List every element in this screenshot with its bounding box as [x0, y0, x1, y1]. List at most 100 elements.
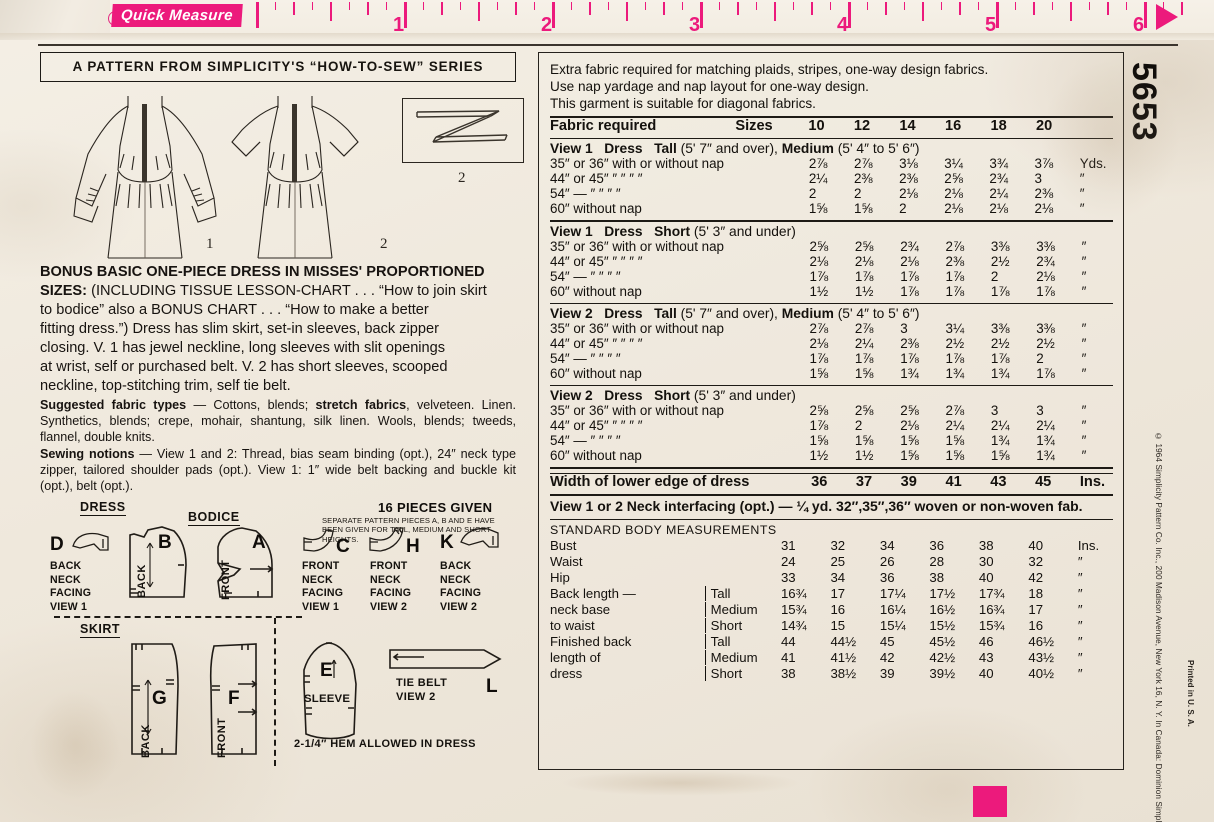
yardage-value: 2: [853, 186, 862, 202]
ruler-tick: [1070, 2, 1072, 21]
body-measurement-value: 17: [1028, 601, 1044, 617]
body-measurement-unit: Ins.: [1077, 537, 1100, 553]
yardage-value: 2¼: [854, 335, 874, 351]
ruler-tick: [589, 2, 591, 15]
yardage-value: 1⅞: [854, 350, 874, 366]
body-measurement-height: [705, 554, 781, 570]
body-measurement-value: 16: [1028, 617, 1044, 633]
body-measurement-value: 15: [830, 617, 846, 633]
yardage-value: 1⅞: [809, 418, 829, 434]
body-measurement-label: Bust: [550, 537, 577, 553]
piece-shape-l: [389, 649, 502, 669]
yardage-value: 2½: [990, 335, 1010, 351]
yardage-value: 1¾: [1036, 448, 1055, 464]
size-col-2: 14: [899, 117, 916, 134]
yardage-group-divider: [550, 302, 1113, 304]
piece-shape-h: [369, 527, 404, 552]
body-measurement-value: 32: [1028, 553, 1044, 569]
description-line-1: BONUS BASIC ONE-PIECE DRESS IN MISSES' P…: [40, 264, 485, 280]
yardage-value: 2⅛: [944, 186, 963, 202]
body-measurement-height: [705, 538, 781, 554]
yardage-group-divider: [550, 467, 1113, 469]
body-measurement-value: 17½: [929, 585, 956, 601]
standard-body-measurements-table: Bust 31 32 34 36 38 40 Ins. Waist 24 25 26 28 30 32 ″ Hi…: [550, 538, 1113, 682]
yardage-row: 60″ without nap 1⅝ 1⅝ 1¾ 1¾ 1¾ 1⅞ ″: [550, 366, 1113, 381]
ruler-tick: [274, 2, 277, 10]
body-measurement-value: 38: [929, 569, 945, 585]
ruler-tick: [626, 2, 628, 21]
fabric-required-label: Fabric required: [550, 117, 657, 134]
yardage-value: 2¼: [945, 418, 965, 434]
body-measurement-value: 41: [780, 649, 796, 665]
yardage-value: 2¼: [989, 186, 1009, 202]
yardage-value: 1⅝: [945, 448, 965, 464]
body-measurement-label: neck base: [550, 601, 611, 617]
body-measurement-value: 15½: [929, 617, 956, 633]
neck-interfacing-row: View 1 or 2 Neck interfacing (opt.) — ¼ …: [550, 497, 1083, 514]
yardage-value: 1½: [809, 448, 829, 464]
ruler-number: 2: [541, 14, 553, 36]
yardage-row-label: 60″ without nap: [550, 365, 642, 381]
ruler-tick: [441, 2, 443, 15]
ruler-tick: [404, 2, 407, 28]
yardage-value: 1½: [854, 448, 874, 464]
body-measurement-value: 45: [879, 633, 895, 649]
divider-above-sizes: [550, 116, 1113, 118]
piece-shape-k: [460, 527, 499, 548]
yardage-row-label: 35″ or 36″ with or without nap: [550, 156, 724, 172]
yardage-value: 2⅜: [945, 253, 965, 269]
piece-letter-a: A: [252, 531, 266, 553]
ruler-tick: [903, 2, 906, 10]
body-measurement-height: Short: [704, 665, 781, 682]
yardage-value: 2⅜: [1034, 186, 1054, 202]
yardage-value: 3⅜: [1036, 238, 1055, 254]
yardage-unit: ″: [1081, 448, 1087, 464]
piece-shape-a: [217, 527, 274, 598]
body-measurements-title: STANDARD BODY MEASUREMENTS: [550, 522, 777, 537]
yardage-value: 1⅝: [900, 433, 919, 449]
description-line-7: neckline, top-stitching trim, self tie b…: [40, 377, 291, 394]
ruler-tick: [496, 2, 499, 10]
yardage-value: 2⅞: [809, 320, 829, 336]
yardage-row-label: 44″ or 45″ ″ ″ ″ ″: [550, 335, 643, 351]
size-unit-col: [1082, 118, 1113, 134]
yardage-group-divider: [550, 384, 1113, 387]
yardage-row: 44″ or 45″ ″ ″ ″ ″ 2⅛ 2¼ 2⅜ 2½ 2½ 2½ ″: [550, 336, 1113, 351]
divider-below-neck: [550, 518, 1113, 520]
skirt-section-title: SKIRT: [80, 621, 120, 638]
yardage-row: 54″ — ″ ″ ″ ″ 1⅝ 1⅝ 1⅝ 1⅝ 1¾ 1¾ ″: [550, 433, 1113, 448]
body-measurement-value: 43: [978, 649, 994, 665]
dashed-divider-horizontal: [54, 615, 302, 618]
size-col-1: 12: [853, 117, 871, 134]
hem-allowance-note: 2-1/4″ HEM ALLOWED IN DRESS: [294, 737, 476, 750]
yardage-value: 1⅞: [900, 350, 919, 366]
yardage-unit: ″: [1081, 418, 1087, 434]
body-measurement-value: 15¾: [978, 617, 1005, 633]
body-measurement-value: 18: [1028, 585, 1044, 601]
left-column: A PATTERN FROM SIMPLICITY'S “HOW-TO-SEW”…: [40, 52, 524, 768]
ruler-number: 3: [689, 14, 701, 36]
yardage-value: 2⅛: [809, 335, 829, 351]
yardage-row-label: 60″ without nap: [550, 448, 642, 464]
ruler-tick: [1125, 2, 1128, 10]
figure-2-caption: 2: [380, 236, 388, 252]
yardage-row: 35″ or 36″ with or without nap 2⅝ 2⅝ 2¾ 2⅞ 3⅜…: [550, 239, 1113, 254]
ruler-tick: [774, 2, 776, 21]
ruler-tick: [1181, 2, 1183, 15]
body-measurement-value: 16¼: [879, 601, 906, 617]
body-measurement-value: 16: [830, 601, 846, 617]
body-measurement-value: 17: [830, 585, 846, 601]
body-measurement-value: 40: [1028, 537, 1044, 553]
ruler-tick: [922, 2, 924, 21]
width-val-0: 36: [811, 474, 828, 491]
body-measurement-unit: ″: [1077, 569, 1083, 585]
yardage-value: 1¾: [990, 365, 1010, 381]
body-measurement-row: dress Short 38 38½ 39 39½ 40 40½ ″: [550, 665, 1113, 682]
yardage-value: 3¾: [989, 156, 1009, 172]
yardage-table: 35″ or 36″ with or without nap 2⅞ 2⅞ 3 3¼ 3⅜ 3…: [550, 321, 1113, 381]
yardage-value: 2⅞: [853, 156, 873, 172]
divider-above-width: [550, 472, 1113, 475]
ruler-tick: [1033, 2, 1035, 15]
ruler-tick: [1014, 2, 1017, 10]
width-val-4: 43: [990, 474, 1007, 491]
